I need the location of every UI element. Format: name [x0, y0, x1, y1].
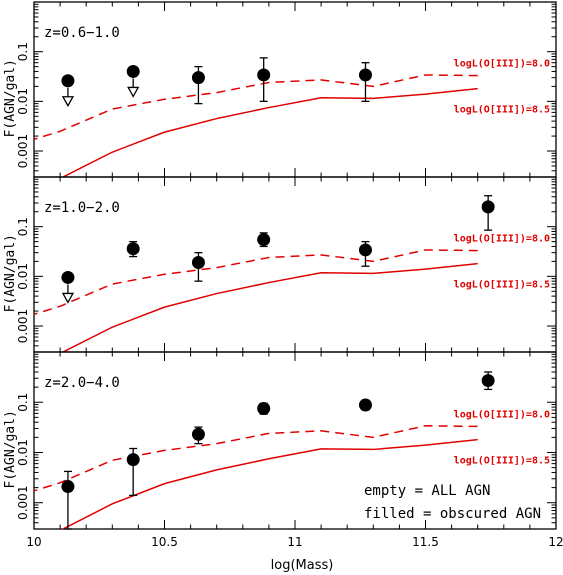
data-point [126, 453, 140, 467]
data-point [191, 256, 205, 270]
curve-label: logL(O[III])=8.5 [454, 456, 550, 467]
x-tick-label: 10.5 [151, 535, 178, 549]
curve-label: logL(O[III])=8.0 [454, 234, 550, 245]
data-point [358, 68, 372, 82]
data-point [61, 74, 75, 88]
data-point [126, 64, 140, 78]
y-tick-label: 0.01 [16, 439, 30, 466]
data-point [126, 242, 140, 256]
data-point [257, 402, 271, 416]
x-tick-label: 12 [548, 535, 563, 549]
data-point [257, 68, 271, 82]
panel-2: 0.001 0.01 0.1F(AGN/gal) z=1.0−2.0 logL(O[II… [3, 176, 557, 353]
model-curves [34, 74, 478, 177]
y-tick-label: 0.01 [16, 88, 30, 115]
model-curve-solid [61, 87, 478, 177]
data-point [61, 270, 75, 284]
data-point [257, 233, 271, 247]
y-tick-label: 0.01 [16, 263, 30, 290]
model-curves [34, 249, 478, 352]
y-tick-label: 0.001 [16, 134, 30, 168]
model-curve-solid [61, 438, 478, 529]
y-tick-label: 0.1 [16, 393, 30, 412]
panel-3: 0.001 0.01 0.1F(AGN/gal) z=2.0−4.0 logL(O[II… [3, 351, 557, 530]
x-tick-label: 11.5 [412, 535, 439, 549]
y-axis-label: F(AGN/gal) [3, 59, 18, 137]
legend-empty: empty = ALL AGN [364, 483, 490, 499]
legend-filled: filled = obscured AGN [364, 506, 541, 522]
curve-label: logL(O[III])=8.0 [454, 59, 550, 70]
upper-limit-arrow [61, 292, 75, 304]
model-curve-solid [61, 262, 478, 352]
curve-label: logL(O[III])=8.5 [454, 280, 550, 291]
data-point [481, 374, 495, 388]
model-curve-dashed [34, 249, 478, 316]
upper-limit-arrow [127, 86, 140, 98]
model-curves [34, 425, 478, 529]
redshift-label: z=0.6−1.0 [44, 25, 120, 41]
x-tick-label: 10 [26, 535, 41, 549]
y-tick-label: 0.1 [16, 42, 30, 61]
data-point [191, 427, 205, 441]
data-point [358, 243, 372, 257]
redshift-label: z=2.0−4.0 [44, 375, 120, 391]
data-point [191, 71, 205, 85]
curve-label: logL(O[III])=8.5 [454, 105, 550, 116]
x-tick-label: 11 [287, 535, 302, 549]
y-tick-label: 0.001 [16, 486, 30, 520]
curve-label: logL(O[III])=8.0 [454, 409, 550, 420]
y-tick-label: 0.001 [16, 309, 30, 343]
y-axis-label: F(AGN/gal) [3, 410, 18, 488]
y-axis-label: F(AGN/gal) [3, 234, 18, 312]
panel-1: 0.001 0.01 0.1F(AGN/gal) z=0.6−1.0 logL(O[II… [3, 1, 557, 178]
data-point [481, 200, 495, 214]
model-curve-dashed [34, 425, 478, 492]
data-point [358, 398, 372, 412]
x-axis-label: log(Mass) [271, 558, 334, 573]
data-point [61, 480, 75, 494]
model-curve-dashed [34, 74, 478, 141]
redshift-label: z=1.0−2.0 [44, 200, 120, 216]
upper-limit-arrow [61, 96, 75, 108]
y-tick-label: 0.1 [16, 217, 30, 236]
